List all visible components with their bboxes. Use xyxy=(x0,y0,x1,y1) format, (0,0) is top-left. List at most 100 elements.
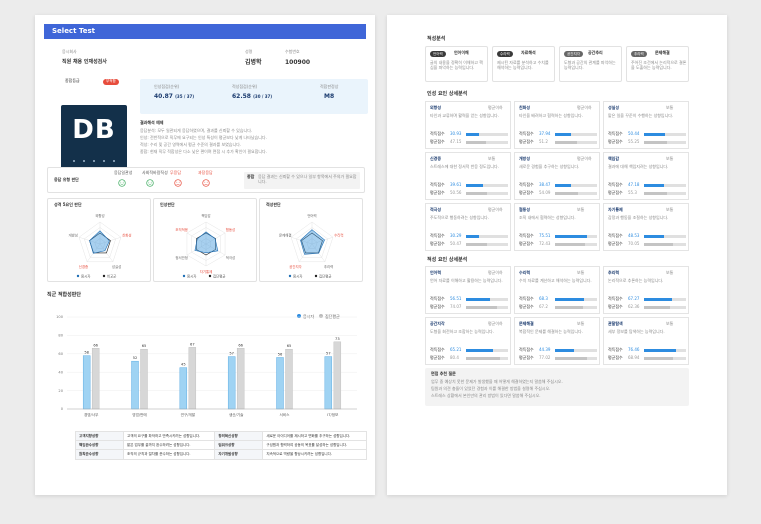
score-label: 적득점수 xyxy=(519,131,534,136)
response-title: 응답 유형 판단 xyxy=(54,177,79,182)
factor-desc: 타인과 교류하며 활력을 얻는 성향입니다. xyxy=(430,113,499,118)
radar-legend-marker xyxy=(288,274,292,278)
table-header-cell: 자기개발성향 xyxy=(214,449,264,460)
factor-grade: 보통 xyxy=(577,207,585,212)
factor-name: 추리력 xyxy=(608,270,620,275)
avg-bar-fill xyxy=(555,357,588,360)
score-value: 76.46 xyxy=(628,347,640,352)
smile-icon xyxy=(146,179,154,187)
report-page-1: Select Test 응시회사 직원 채용 인재성검사 성명 김병학 수험번호… xyxy=(35,15,375,495)
radar-legend-label: 응시자 xyxy=(81,273,91,278)
score-value: 39.61 xyxy=(450,182,462,187)
score-bar-fill xyxy=(466,133,479,136)
avg-value: 68.94 xyxy=(628,355,640,360)
section-title-aptitude-detail: 적성 요인 상세분석 xyxy=(427,257,468,263)
factor-desc: 주도적으로 행동하려는 성향입니다. xyxy=(430,215,490,220)
response-item-label: 응답일관성 xyxy=(114,170,133,175)
bar-chart: 0 20 40 60 80 100 58 66 경영/사무 52 65 영업/판매 45 67 연구/개발 5… xyxy=(56,315,357,417)
question-item: 업무 중 예상치 못한 문제가 발생했을 때 어떻게 해결하였는지 말씀해 주십… xyxy=(431,379,563,384)
radar-axis-label: 신경증 xyxy=(79,264,88,269)
factor-grade: 보통 xyxy=(666,105,674,110)
score-label: 적득점수 xyxy=(519,347,534,352)
score-bar-fill xyxy=(644,184,664,187)
factor-name: 외향성 xyxy=(430,105,442,110)
avg-label: 평균점수 xyxy=(519,304,534,309)
factor-card: 언어력 평균이하 언어 자료를 이해하고 활용하는 능력입니다. 적득점수 평균점수 56… xyxy=(425,266,511,314)
score-label: 적득점수 xyxy=(430,233,445,238)
summary-line: 인성: 전반적으로 직무에 요구되는 인성 특성이 평균보다 낮게 나타났습니다… xyxy=(140,135,267,140)
radar-axis-label: 친화성 xyxy=(122,232,131,237)
avg-label: 평균점수 xyxy=(608,241,623,246)
factor-card: 개방성 평균이하 새로운 경험을 추구하는 성향입니다. 적득점수 평균점수 38.47 5… xyxy=(514,152,600,200)
factor-grade: 평균이하 xyxy=(488,105,503,110)
avg-bar-track xyxy=(466,306,508,309)
score-bar-track xyxy=(555,298,597,301)
factor-name: 협동성 xyxy=(519,207,531,212)
interview-questions: 면접 추천 질문 업무 중 예상치 못한 문제가 발생했을 때 어떻게 해결하였… xyxy=(425,368,689,406)
radar-grid xyxy=(306,238,318,249)
factor-grade: 보통 xyxy=(666,270,674,275)
radar-legend-label: 응시자 xyxy=(293,273,303,278)
aptitude-card-title: 문제해결 xyxy=(655,50,670,55)
avg-label: 평균점수 xyxy=(608,355,623,360)
score-value: 47.18 xyxy=(628,182,640,187)
score-label: 적득점수 xyxy=(519,296,534,301)
avg-value: 72.43 xyxy=(539,241,551,246)
factor-desc: 도형을 회전하고 조합하는 능력입니다. xyxy=(430,329,494,334)
avg-bar-fill xyxy=(644,192,668,195)
grade-badge: 부적합 xyxy=(103,79,119,85)
score-bar-track xyxy=(555,349,597,352)
company-value: 직원 채용 인재성검사 xyxy=(62,59,107,65)
factor-name: 개방성 xyxy=(519,156,531,161)
factor-card: 성실성 보통 맡은 일을 꾸준히 수행하는 성향입니다. 적득점수 평균점수 50.44 5… xyxy=(603,101,689,149)
bar-applicant xyxy=(276,357,284,410)
aptitude-card: 공간지각 공간추리 도형과 공간의 관계를 파악하는 능력입니다. xyxy=(559,46,622,82)
score-bar-fill xyxy=(466,298,490,301)
factor-desc: 언어 자료를 이해하고 활용하는 능력입니다. xyxy=(430,278,503,283)
score-bar-fill xyxy=(555,133,571,136)
factor-desc: 수치 자료를 계산하고 해석하는 능력입니다. xyxy=(519,278,592,283)
score-bar-track xyxy=(555,184,597,187)
radar-axis-label: 공간지각 xyxy=(289,264,301,269)
factor-card: 자기통제 보통 감정과 행동을 조절하는 성향입니다. 적득점수 평균점수 48.53 70… xyxy=(603,203,689,251)
factor-name: 책임감 xyxy=(608,156,620,161)
table-row: 고객지향성향 고객의 요구를 파악하고 만족시키려는 성향입니다. 창의혁신성향 새로… xyxy=(75,430,367,442)
table-row: 책임완수성향 맡은 업무를 끝까지 완수하려는 성향입니다. 팀워크성향 구성원과 협… xyxy=(75,440,367,451)
factor-grade: 평균이하 xyxy=(488,207,503,212)
radar-axis-label: 적극성 xyxy=(226,255,235,260)
score-value: 68.3 xyxy=(539,296,548,301)
factor-desc: 논리적으로 추론하는 능력입니다. xyxy=(608,278,664,283)
bar-value-label: 57 xyxy=(229,352,234,356)
factor-name: 신경증 xyxy=(430,156,442,161)
y-tick-label: 100 xyxy=(56,315,64,319)
avg-bar-fill xyxy=(466,141,486,144)
avg-label: 평균점수 xyxy=(430,139,445,144)
bar-applicant xyxy=(324,356,333,410)
avg-bar-track xyxy=(644,306,686,309)
score-bar-track xyxy=(466,298,508,301)
score-label: 적득점수 xyxy=(608,233,623,238)
table-row: 원칙준수성향 조직의 규칙과 절차를 준수하는 성향입니다. 자기개발성향 지속적으로… xyxy=(75,449,367,460)
aptitude-tag: 수리력 xyxy=(497,51,513,57)
legend-item: 집단평균 xyxy=(319,314,340,319)
score-bar-fill xyxy=(466,184,483,187)
factor-name: 공간지각 xyxy=(430,321,445,326)
score-label: 적득점수 xyxy=(608,182,623,187)
radar-axis-label: 개방성 xyxy=(69,232,78,237)
aptitude-tag: 언어력 xyxy=(430,51,446,57)
avg-bar-fill xyxy=(644,306,671,309)
score-bar-fill xyxy=(555,298,584,301)
factor-name: 친화성 xyxy=(519,105,531,110)
score-value: 48.53 xyxy=(628,233,640,238)
factor-name: 자기통제 xyxy=(608,207,623,212)
avg-bar-fill xyxy=(555,243,586,246)
radar-legend-marker xyxy=(208,274,212,278)
radar-axis-label: 성실성 xyxy=(112,264,121,269)
radar-title: 성격 5요인 판단 xyxy=(54,202,82,207)
score-value: 44.39 xyxy=(539,347,551,352)
bar-applicant xyxy=(131,360,139,410)
table-header-cell: 창의혁신성향 xyxy=(214,430,264,442)
table-cell: 고객의 요구를 파악하고 만족시키려는 성향입니다. xyxy=(122,430,216,442)
factor-name: 적극성 xyxy=(430,207,442,212)
